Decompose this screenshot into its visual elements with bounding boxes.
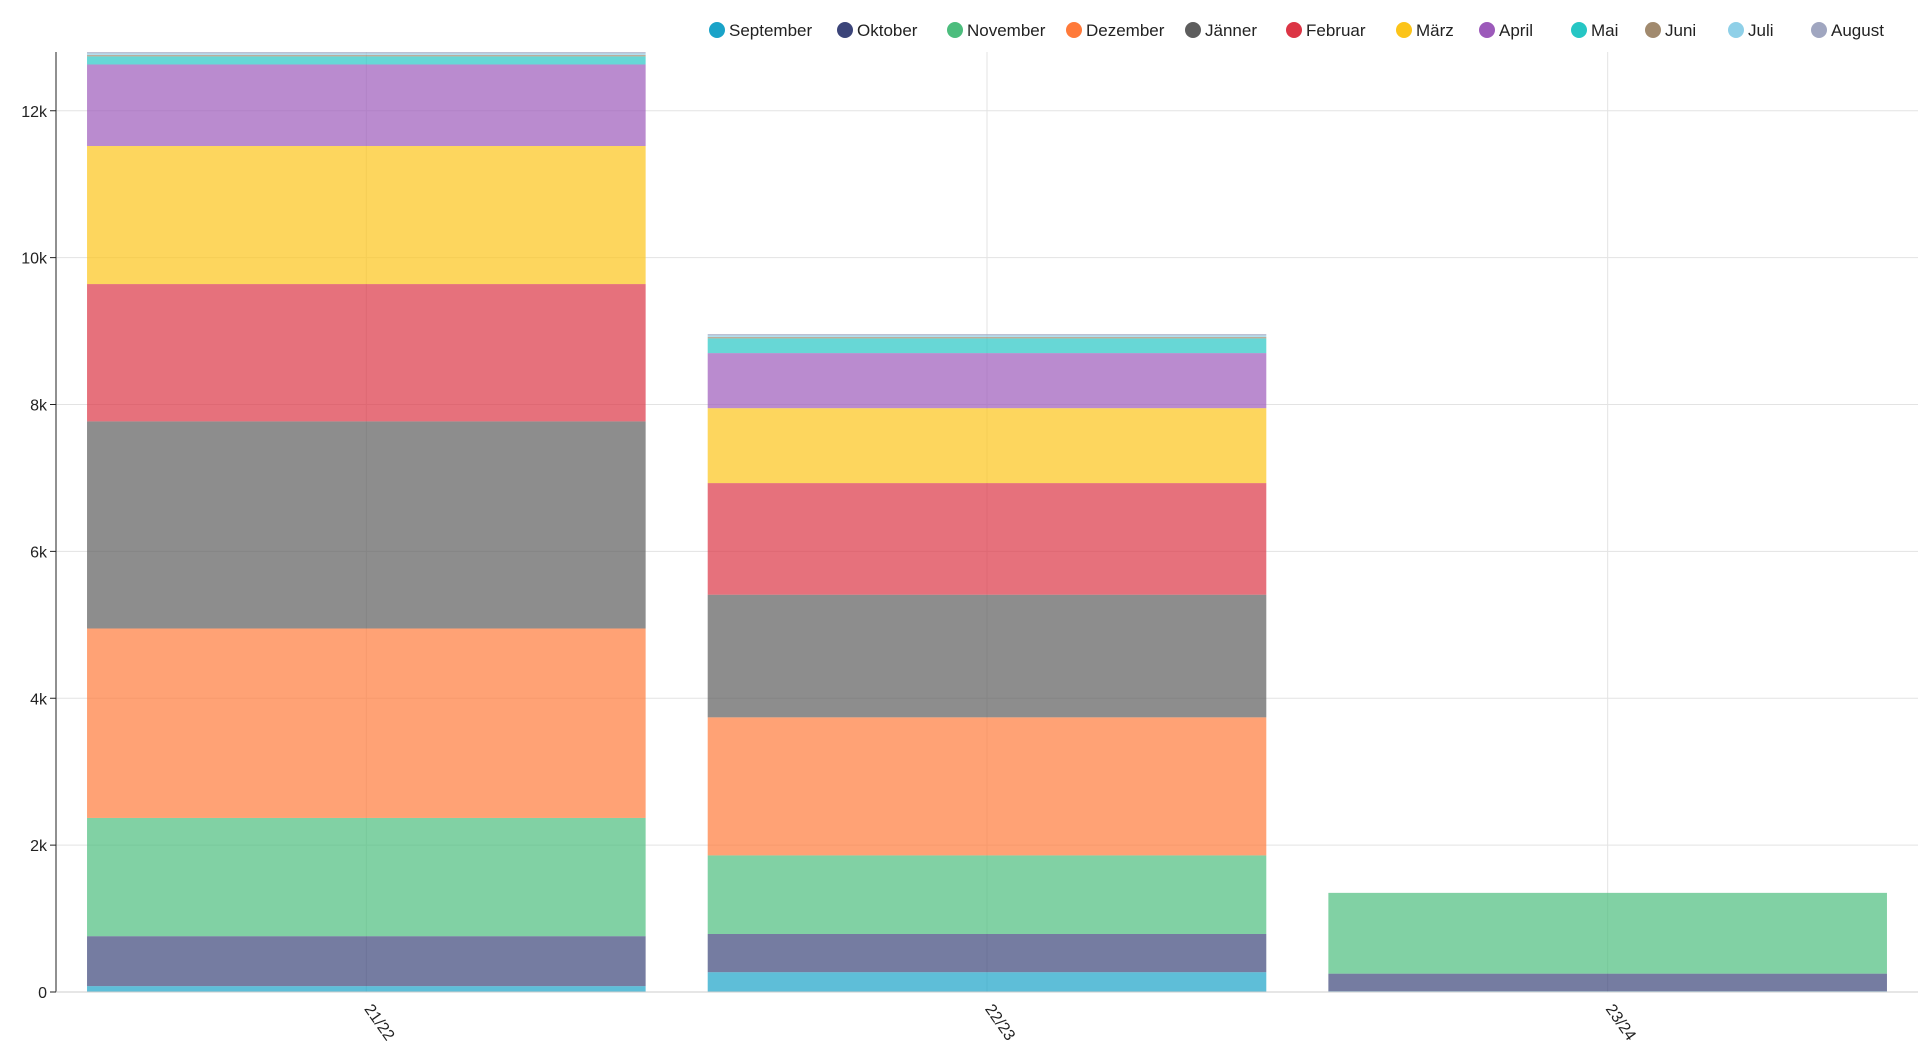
legend-item-august[interactable]: August — [1811, 21, 1884, 40]
legend-swatch-icon — [1728, 22, 1744, 38]
legend-swatch-icon — [1185, 22, 1201, 38]
legend-item-april[interactable]: April — [1479, 21, 1533, 40]
legend-item-jänner[interactable]: Jänner — [1185, 21, 1257, 40]
bar-segment-april[interactable] — [707, 353, 1267, 409]
legend-label: Mai — [1591, 21, 1618, 40]
legend-swatch-icon — [1066, 22, 1082, 38]
legend-swatch-icon — [1811, 22, 1827, 38]
legend-swatch-icon — [709, 22, 725, 38]
bar-segment-august[interactable] — [87, 52, 646, 54]
legend-swatch-icon — [1571, 22, 1587, 38]
legend-label: November — [967, 21, 1046, 40]
legend-swatch-icon — [1286, 22, 1302, 38]
legend-item-dezember[interactable]: Dezember — [1066, 21, 1165, 40]
x-tick-label: 22/23 — [981, 1001, 1018, 1043]
bar-segment-februar[interactable] — [707, 483, 1267, 595]
legend-item-juli[interactable]: Juli — [1728, 21, 1774, 40]
bar-segment-februar[interactable] — [87, 284, 646, 422]
bar-segment-märz[interactable] — [707, 408, 1267, 484]
legend-item-juni[interactable]: Juni — [1645, 21, 1696, 40]
y-tick-label: 4k — [30, 691, 48, 708]
bar-segment-august[interactable] — [707, 334, 1267, 336]
y-tick-label: 0 — [38, 985, 47, 1002]
legend-swatch-icon — [1645, 22, 1661, 38]
legend-label: Juli — [1748, 21, 1774, 40]
legend-item-oktober[interactable]: Oktober — [837, 21, 918, 40]
legend-label: Oktober — [857, 21, 918, 40]
bar-segment-november[interactable] — [87, 817, 646, 937]
legend-item-mai[interactable]: Mai — [1571, 21, 1618, 40]
x-tick-label: 23/24 — [1602, 1001, 1639, 1043]
x-tick-label: 21/22 — [360, 1001, 397, 1043]
bar-segment-september[interactable] — [87, 986, 646, 992]
y-tick-label: 12k — [21, 104, 48, 121]
bar-segment-juli[interactable] — [707, 335, 1267, 337]
legend-label: September — [729, 21, 812, 40]
legend-label: April — [1499, 21, 1533, 40]
bar-segment-mai[interactable] — [707, 338, 1267, 354]
legend-label: Jänner — [1205, 21, 1257, 40]
legend[interactable]: September Oktober November Dezember Jänner Fe… — [709, 21, 1884, 40]
legend-swatch-icon — [837, 22, 853, 38]
bar-segment-juni[interactable] — [707, 336, 1267, 339]
legend-label: Dezember — [1086, 21, 1165, 40]
bar-segment-märz[interactable] — [87, 146, 646, 285]
bars-layer — [87, 52, 1887, 992]
bar-segment-jänner[interactable] — [87, 421, 646, 629]
bar-segment-oktober[interactable] — [707, 933, 1267, 973]
bar-segment-juni[interactable] — [87, 54, 646, 57]
bar-segment-november[interactable] — [1328, 892, 1887, 974]
bar-segment-oktober[interactable] — [1328, 973, 1887, 992]
bar-segment-dezember[interactable] — [87, 628, 646, 818]
y-tick-label: 6k — [30, 544, 48, 561]
y-tick-label: 8k — [30, 398, 48, 415]
bar-segment-jänner[interactable] — [707, 594, 1267, 718]
legend-label: Februar — [1306, 21, 1366, 40]
legend-item-februar[interactable]: Februar — [1286, 21, 1366, 40]
bar-segment-november[interactable] — [707, 855, 1267, 934]
y-tick-label: 10k — [21, 251, 48, 268]
bar-segment-mai[interactable] — [87, 56, 646, 65]
bar-segment-september[interactable] — [707, 972, 1267, 992]
legend-label: März — [1416, 21, 1454, 40]
bar-segment-oktober[interactable] — [87, 936, 646, 987]
legend-item-september[interactable]: September — [709, 21, 812, 40]
legend-item-november[interactable]: November — [947, 21, 1046, 40]
legend-swatch-icon — [947, 22, 963, 38]
legend-label: August — [1831, 21, 1884, 40]
y-tick-label: 2k — [30, 838, 48, 855]
legend-label: Juni — [1665, 21, 1696, 40]
bar-segment-dezember[interactable] — [707, 717, 1267, 856]
legend-item-märz[interactable]: März — [1396, 21, 1454, 40]
bar-segment-april[interactable] — [87, 64, 646, 146]
bar-segment-juli[interactable] — [87, 53, 646, 55]
legend-swatch-icon — [1396, 22, 1412, 38]
legend-swatch-icon — [1479, 22, 1495, 38]
